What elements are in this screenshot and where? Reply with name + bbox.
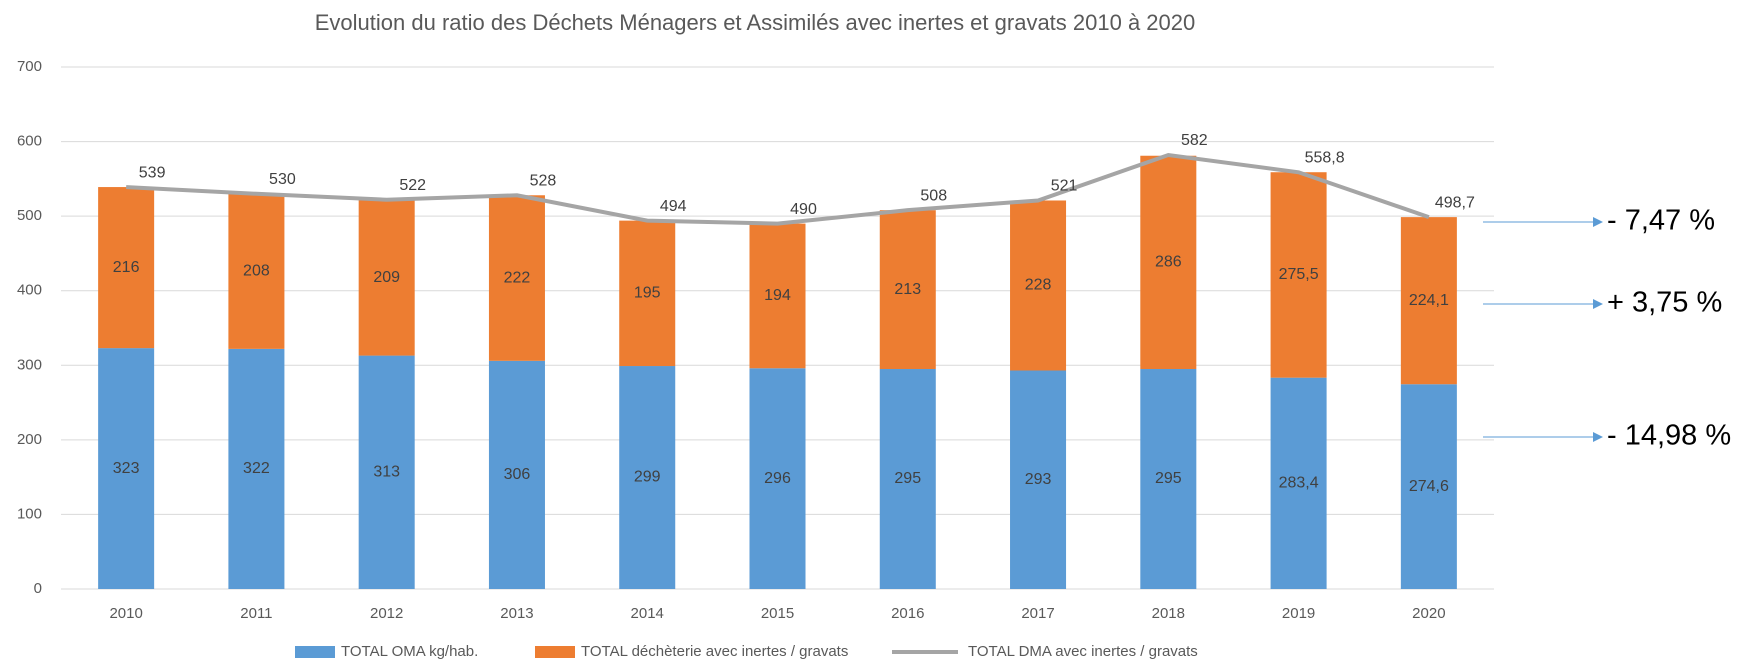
data-label: 224,1 bbox=[1409, 292, 1449, 309]
annotation-arrowhead bbox=[1593, 217, 1603, 227]
data-label: 299 bbox=[634, 469, 661, 486]
data-label: 528 bbox=[530, 172, 557, 189]
x-tick-label: 2020 bbox=[1412, 605, 1445, 622]
data-label: 508 bbox=[920, 187, 947, 204]
x-tick-label: 2018 bbox=[1152, 605, 1185, 622]
bar-segment bbox=[619, 220, 676, 367]
y-tick-label: 500 bbox=[17, 207, 42, 224]
data-label: 195 bbox=[634, 285, 661, 302]
data-label: 322 bbox=[243, 460, 270, 477]
data-label: 498,7 bbox=[1435, 194, 1475, 211]
bar-segment bbox=[1140, 155, 1197, 370]
data-label: 490 bbox=[790, 201, 817, 218]
data-label: 539 bbox=[139, 164, 166, 181]
data-label: 323 bbox=[113, 460, 140, 477]
y-tick-label: 700 bbox=[17, 58, 42, 75]
data-label: 222 bbox=[504, 269, 531, 286]
data-label: 582 bbox=[1181, 132, 1208, 149]
bar-segment bbox=[619, 366, 676, 589]
x-tick-label: 2012 bbox=[370, 605, 403, 622]
data-label: 521 bbox=[1051, 178, 1078, 195]
data-label: 228 bbox=[1025, 277, 1052, 294]
data-label: 274,6 bbox=[1409, 478, 1449, 495]
annotation: - 14,98 % bbox=[1607, 420, 1731, 452]
bar-segment bbox=[879, 369, 936, 589]
x-tick-label: 2019 bbox=[1282, 605, 1315, 622]
data-label: 213 bbox=[894, 281, 921, 298]
data-label: 558,8 bbox=[1305, 150, 1345, 167]
y-tick-label: 300 bbox=[17, 356, 42, 373]
bar-segment bbox=[749, 368, 806, 589]
data-label: 194 bbox=[764, 287, 791, 304]
legend-label: TOTAL DMA avec inertes / gravats bbox=[968, 643, 1198, 660]
annotation: + 3,75 % bbox=[1607, 287, 1722, 319]
data-label: 216 bbox=[113, 259, 140, 276]
y-tick-label: 400 bbox=[17, 282, 42, 299]
x-tick-label: 2014 bbox=[631, 605, 664, 622]
bar-segment bbox=[488, 195, 545, 361]
annotation: - 7,47 % bbox=[1607, 205, 1715, 237]
data-label: 313 bbox=[373, 464, 400, 481]
data-label: 295 bbox=[1155, 470, 1182, 487]
data-label: 283,4 bbox=[1279, 475, 1319, 492]
data-label: 522 bbox=[399, 177, 426, 194]
x-tick-label: 2017 bbox=[1021, 605, 1054, 622]
bar-segment bbox=[1010, 200, 1067, 371]
legend-swatch bbox=[535, 646, 575, 658]
bar-segment bbox=[1270, 172, 1327, 378]
data-label: 208 bbox=[243, 263, 270, 280]
x-tick-label: 2016 bbox=[891, 605, 924, 622]
bar-segment bbox=[228, 193, 285, 349]
x-tick-label: 2010 bbox=[109, 605, 142, 622]
bar-segment bbox=[879, 210, 936, 370]
chart-title: Evolution du ratio des Déchets Ménagers … bbox=[315, 10, 1196, 35]
annotation-arrowhead bbox=[1593, 299, 1603, 309]
annotation-arrowhead bbox=[1593, 432, 1603, 442]
y-tick-label: 100 bbox=[17, 505, 42, 522]
y-tick-label: 600 bbox=[17, 133, 42, 150]
bar-segment bbox=[1400, 217, 1457, 385]
bar-segment bbox=[228, 348, 285, 589]
legend-label: TOTAL OMA kg/hab. bbox=[341, 643, 478, 660]
x-tick-label: 2015 bbox=[761, 605, 794, 622]
bar-segment bbox=[749, 223, 806, 369]
data-label: 286 bbox=[1155, 254, 1182, 271]
data-label: 530 bbox=[269, 171, 296, 188]
x-tick-label: 2013 bbox=[500, 605, 533, 622]
data-label: 494 bbox=[660, 198, 687, 215]
line bbox=[126, 152, 1430, 226]
data-label: 296 bbox=[764, 470, 791, 487]
bar-segment bbox=[1270, 377, 1327, 589]
legend-swatch bbox=[295, 646, 335, 658]
bar-segment bbox=[488, 360, 545, 589]
bar-segment bbox=[98, 348, 155, 589]
bar-segment bbox=[1400, 384, 1457, 589]
bar-segment bbox=[1010, 370, 1067, 589]
x-tick-label: 2011 bbox=[240, 605, 272, 622]
bar-segment bbox=[358, 199, 415, 356]
data-label: 295 bbox=[894, 470, 921, 487]
bar-segment bbox=[358, 355, 415, 589]
data-label: 275,5 bbox=[1279, 266, 1319, 283]
bar-segment bbox=[1140, 369, 1197, 589]
data-label: 293 bbox=[1025, 471, 1052, 488]
data-label: 209 bbox=[373, 269, 400, 286]
legend-label: TOTAL déchèterie avec inertes / gravats bbox=[581, 643, 848, 660]
data-label: 306 bbox=[504, 466, 531, 483]
y-tick-label: 0 bbox=[34, 580, 42, 597]
bar-segment bbox=[98, 187, 155, 349]
y-tick-label: 200 bbox=[17, 431, 42, 448]
